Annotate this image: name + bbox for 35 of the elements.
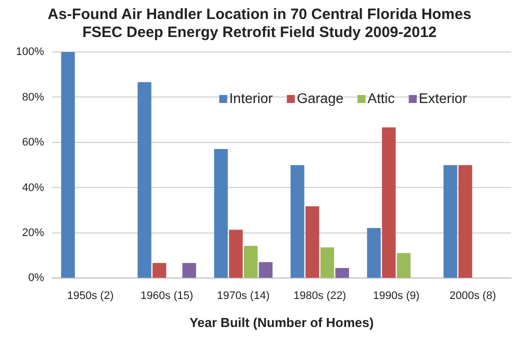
bar (305, 206, 320, 278)
x-tick-label: 2000s (8) (450, 290, 496, 302)
legend-label: Exterior (418, 90, 468, 106)
bar (229, 230, 243, 278)
y-tick-label: 60% (22, 136, 44, 149)
bar (152, 263, 166, 278)
y-tick-label: 100% (16, 46, 44, 58)
bar (244, 246, 258, 278)
y-tick-label: 20% (22, 226, 44, 239)
bar (258, 262, 273, 278)
y-tick-label: 80% (22, 91, 44, 104)
bar (458, 165, 472, 278)
bar (320, 247, 334, 278)
bar (444, 165, 458, 278)
y-tick-label: 40% (22, 182, 44, 194)
x-tick-label: 1990s (9) (373, 290, 420, 302)
legend-label: Attic (368, 90, 395, 106)
bar (367, 228, 381, 278)
bar (214, 149, 228, 278)
bar (61, 52, 75, 278)
x-tick-label: 1980s (22) (294, 290, 346, 302)
bar (290, 165, 304, 278)
x-tick-label: 1970s (14) (217, 290, 270, 302)
legend-label: Garage (296, 90, 344, 106)
bar (138, 82, 152, 278)
y-tick-label: 0% (28, 272, 44, 284)
bar (182, 263, 196, 278)
chart-title: As-Found Air Handler Location in 70 Central Florida Homes FSEC Deep Energy Retrofit Field Study 2009-2012 (48, 6, 472, 42)
x-tick-label: 1960s (15) (140, 290, 194, 302)
x-tick-label: 1950s (2) (67, 290, 114, 302)
x-axis-title: Year Built (Number of Homes) (189, 314, 374, 330)
bar (396, 253, 411, 278)
bar (335, 268, 350, 278)
bar (382, 127, 396, 278)
legend-label: Interior (229, 90, 274, 106)
